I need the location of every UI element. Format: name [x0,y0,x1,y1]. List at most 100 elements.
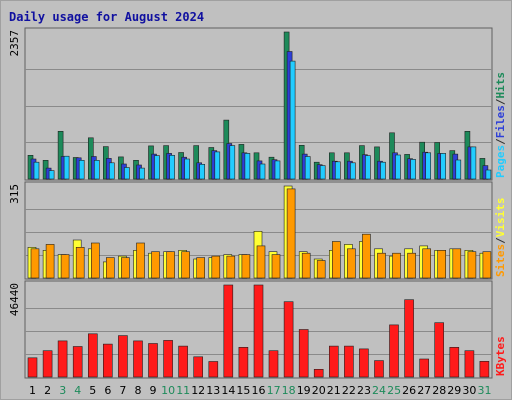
bar-visits-sites-day-3 [60,254,70,279]
bar-visits-sites-day-11 [181,251,190,279]
x-tick-label-20: 20 [312,384,326,397]
bar-kbytes-kbytes-day-5 [88,333,98,378]
bar-hits-pages-day-1 [33,161,40,180]
x-tick-label-27: 27 [417,384,431,397]
bar-kbytes-kbytes-day-20 [313,368,324,378]
bar-visits-sites-day-17 [271,254,281,279]
bar-visits-sites-day-10 [166,251,175,279]
bar-kbytes-kbytes-day-1 [27,357,38,378]
x-tick-label-16: 16 [252,384,266,397]
panel-hits-ymax-label: 2357 [8,30,21,57]
bar-hits-pages-day-19 [304,156,311,180]
bar-hits-pages-day-30 [470,146,477,180]
bar-visits-sites-day-31 [482,251,492,279]
bar-kbytes-kbytes-day-22 [344,345,354,378]
bar-kbytes-kbytes-day-26 [404,299,414,378]
chart-title: Daily usage for August 2024 [9,10,204,24]
bar-hits-pages-day-6 [109,162,115,180]
bar-kbytes-kbytes-day-21 [328,345,339,378]
bar-hits-pages-day-7 [124,167,130,180]
x-tick-label-29: 29 [447,384,461,397]
x-tick-label-9: 9 [150,384,157,397]
x-tick-label-26: 26 [402,384,416,397]
bar-visits-sites-day-24 [377,252,386,279]
x-tick-label-3: 3 [59,384,66,397]
bar-visits-sites-day-23 [362,233,371,279]
bar-hits-pages-day-21 [334,161,341,180]
bar-hits-pages-day-17 [274,160,281,180]
bar-hits-pages-day-15 [244,153,251,180]
legend-visits: Visits [494,198,507,238]
bar-hits-pages-day-22 [350,162,356,180]
bar-hits-pages-day-31 [485,169,492,180]
panel-kbytes-ymax-label: 46440 [8,283,21,316]
bar-kbytes-kbytes-day-17 [268,350,279,378]
panel-hits-series-legend: Pages/Files/Hits [494,72,507,178]
bar-visits-sites-day-16 [256,245,266,279]
panel-kbytes: 46440 KBytes [8,280,507,379]
bar-hits-pages-day-25 [395,154,401,180]
bar-visits-sites-day-7 [121,257,130,279]
x-tick-label-8: 8 [135,384,142,397]
bar-kbytes-kbytes-day-4 [72,346,83,378]
bar-visits-sites-day-20 [316,260,326,279]
legend-kbytes: KBytes [494,336,507,376]
x-tick-label-31: 31 [478,384,492,397]
x-tick-label-5: 5 [89,384,96,397]
x-tick-label-17: 17 [267,384,281,397]
bar-visits-sites-day-13 [211,255,221,279]
bar-visits-sites-day-5 [91,242,100,279]
bar-kbytes-kbytes-day-28 [434,322,445,378]
bar-hits-pages-day-4 [78,160,85,180]
x-tick-label-22: 22 [342,384,356,397]
panel-visits-series-legend: Sites/Visits [494,198,507,278]
x-tick-label-6: 6 [104,384,111,397]
panel-visits-ymax-label: 315 [8,184,21,204]
bar-visits-sites-day-1 [30,248,40,279]
x-tick-label-12: 12 [191,384,205,397]
x-tick-label-14: 14 [221,384,235,397]
bar-kbytes-kbytes-day-15 [238,346,249,378]
x-tick-label-7: 7 [119,384,126,397]
bar-kbytes-kbytes-day-27 [419,358,430,378]
bar-visits-sites-day-15 [241,254,251,279]
bar-kbytes-kbytes-day-2 [42,350,53,378]
bar-hits-pages-day-29 [455,159,462,180]
bar-kbytes-kbytes-day-7 [118,335,128,378]
legend-files: Files [494,105,507,138]
x-tick-label-4: 4 [74,384,81,397]
bar-kbytes-kbytes-day-10 [163,340,173,378]
bar-visits-sites-day-18 [286,188,296,279]
x-tick-label-19: 19 [297,384,311,397]
x-tick-label-1: 1 [29,384,36,397]
legend-separator: / [494,138,507,145]
bar-kbytes-kbytes-day-16 [253,284,264,378]
bar-hits-pages-day-14 [229,145,236,180]
bar-kbytes-kbytes-day-6 [103,343,113,378]
x-tick-label-15: 15 [236,384,250,397]
bar-visits-sites-day-22 [347,248,356,279]
bar-hits-pages-day-2 [48,170,55,180]
panel-kbytes-series-legend: KBytes [494,336,507,376]
bar-kbytes-kbytes-day-8 [133,340,143,378]
bar-kbytes-kbytes-day-13 [208,361,219,378]
bar-kbytes-kbytes-day-23 [359,348,369,378]
legend-separator: / [494,98,507,105]
x-tick-label-13: 13 [206,384,220,397]
panel-hits: 2357 Pages/Files/Hits [8,27,507,181]
bar-visits-sites-day-30 [467,251,477,279]
bar-visits-sites-day-19 [301,252,311,279]
bar-visits-sites-day-6 [106,257,115,279]
x-tick-label-23: 23 [357,384,371,397]
bar-hits-pages-day-16 [259,163,266,180]
x-tick-label-18: 18 [282,384,296,397]
legend-pages: Pages [494,145,507,178]
bar-hits-pages-day-9 [154,155,160,180]
bar-visits-sites-day-28 [437,250,447,279]
bar-kbytes-kbytes-day-30 [464,350,475,378]
bar-kbytes-kbytes-day-18 [283,301,294,378]
bar-hits-pages-day-10 [169,155,175,180]
x-tick-label-10: 10 [161,384,175,397]
